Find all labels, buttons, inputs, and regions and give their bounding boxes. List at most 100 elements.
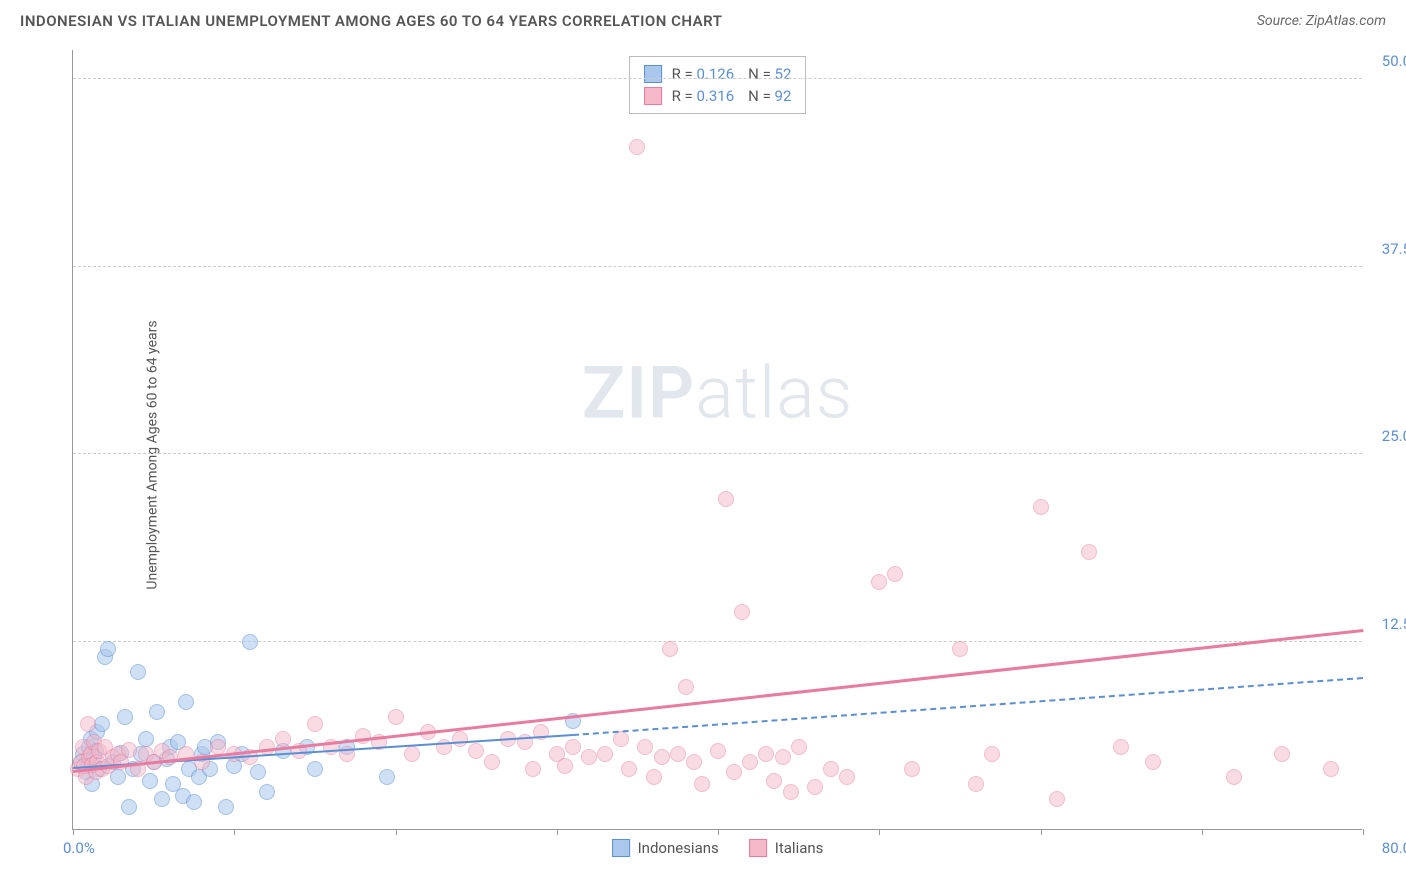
- scatter-point: [275, 731, 291, 747]
- legend-row: R = 0.126N = 52: [644, 63, 792, 85]
- scatter-point: [710, 743, 726, 759]
- scatter-point: [1145, 754, 1161, 770]
- scatter-point: [178, 694, 194, 710]
- scatter-point: [1081, 544, 1097, 560]
- scatter-point: [1323, 761, 1339, 777]
- scatter-point: [718, 491, 734, 507]
- scatter-point: [142, 773, 158, 789]
- watermark: ZIPatlas: [582, 350, 854, 435]
- scatter-point: [654, 749, 670, 765]
- plot-area: ZIPatlas R = 0.126N = 52R = 0.316N = 92 …: [72, 50, 1362, 830]
- legend-swatch: [749, 839, 767, 857]
- scatter-point: [149, 704, 165, 720]
- scatter-point: [355, 728, 371, 744]
- x-tick: [1363, 829, 1364, 835]
- y-tick-label: 50.0%: [1382, 52, 1406, 70]
- scatter-point: [968, 776, 984, 792]
- scatter-point: [242, 634, 258, 650]
- scatter-point: [984, 746, 1000, 762]
- scatter-point: [565, 739, 581, 755]
- scatter-point: [250, 764, 266, 780]
- legend-swatch: [612, 839, 630, 857]
- scatter-point: [670, 746, 686, 762]
- scatter-point: [80, 716, 96, 732]
- bottom-legend-item: Indonesians: [612, 839, 719, 857]
- x-tick: [557, 829, 558, 835]
- gridline: [73, 453, 1362, 454]
- scatter-point: [138, 731, 154, 747]
- scatter-point: [646, 769, 662, 785]
- scatter-point: [734, 604, 750, 620]
- x-tick: [718, 829, 719, 835]
- legend-swatch: [644, 87, 662, 105]
- scatter-point: [742, 754, 758, 770]
- chart-source: Source: ZipAtlas.com: [1257, 13, 1386, 29]
- x-tick: [879, 829, 880, 835]
- x-tick: [73, 829, 74, 835]
- scatter-point: [952, 641, 968, 657]
- scatter-point: [100, 641, 116, 657]
- legend-text: R = 0.126N = 52: [672, 65, 792, 83]
- bottom-legend-item: Italians: [749, 839, 824, 857]
- scatter-point: [678, 679, 694, 695]
- y-tick-label: 12.5%: [1382, 615, 1406, 633]
- scatter-point: [694, 776, 710, 792]
- scatter-point: [557, 758, 573, 774]
- scatter-point: [117, 709, 133, 725]
- scatter-point: [807, 779, 823, 795]
- scatter-point: [1274, 746, 1290, 762]
- gridline: [73, 78, 1362, 79]
- scatter-point: [621, 761, 637, 777]
- scatter-point: [871, 574, 887, 590]
- scatter-point: [121, 799, 137, 815]
- scatter-point: [775, 749, 791, 765]
- scatter-point: [613, 731, 629, 747]
- scatter-point: [726, 764, 742, 780]
- scatter-point: [218, 799, 234, 815]
- scatter-point: [379, 769, 395, 785]
- scatter-point: [758, 746, 774, 762]
- scatter-point: [525, 761, 541, 777]
- x-tick: [396, 829, 397, 835]
- scatter-point: [1033, 499, 1049, 515]
- scatter-point: [307, 716, 323, 732]
- gridline: [73, 641, 1362, 642]
- x-end-label: 80.0%: [1382, 839, 1406, 857]
- scatter-point: [388, 709, 404, 725]
- scatter-point: [839, 769, 855, 785]
- scatter-point: [766, 773, 782, 789]
- scatter-point: [629, 139, 645, 155]
- legend-text: R = 0.316N = 92: [672, 87, 792, 105]
- y-tick-label: 25.0%: [1382, 427, 1406, 445]
- scatter-point: [791, 739, 807, 755]
- scatter-point: [259, 784, 275, 800]
- scatter-point: [887, 566, 903, 582]
- watermark-bold: ZIP: [582, 350, 695, 435]
- chart-title: INDONESIAN VS ITALIAN UNEMPLOYMENT AMONG…: [20, 12, 722, 30]
- legend-swatch: [644, 65, 662, 83]
- scatter-point: [452, 731, 468, 747]
- legend-row: R = 0.316N = 92: [644, 85, 792, 107]
- scatter-point: [597, 746, 613, 762]
- scatter-point: [581, 749, 597, 765]
- scatter-point: [1113, 739, 1129, 755]
- scatter-point: [94, 716, 110, 732]
- legend-label: Italians: [775, 839, 824, 857]
- scatter-point: [404, 746, 420, 762]
- scatter-point: [1049, 791, 1065, 807]
- scatter-point: [783, 784, 799, 800]
- chart-container: Unemployment Among Ages 60 to 64 years Z…: [48, 50, 1388, 860]
- x-tick: [1202, 829, 1203, 835]
- scatter-point: [468, 743, 484, 759]
- scatter-point: [484, 754, 500, 770]
- x-start-label: 0.0%: [63, 839, 95, 857]
- scatter-point: [154, 791, 170, 807]
- scatter-point: [686, 754, 702, 770]
- gridline: [73, 266, 1362, 267]
- stats-legend: R = 0.126N = 52 R = 0.316N = 92: [629, 56, 807, 114]
- watermark-light: atlas: [695, 350, 853, 435]
- scatter-point: [130, 664, 146, 680]
- legend-label: Indonesians: [638, 839, 719, 857]
- scatter-point: [186, 794, 202, 810]
- scatter-point: [823, 761, 839, 777]
